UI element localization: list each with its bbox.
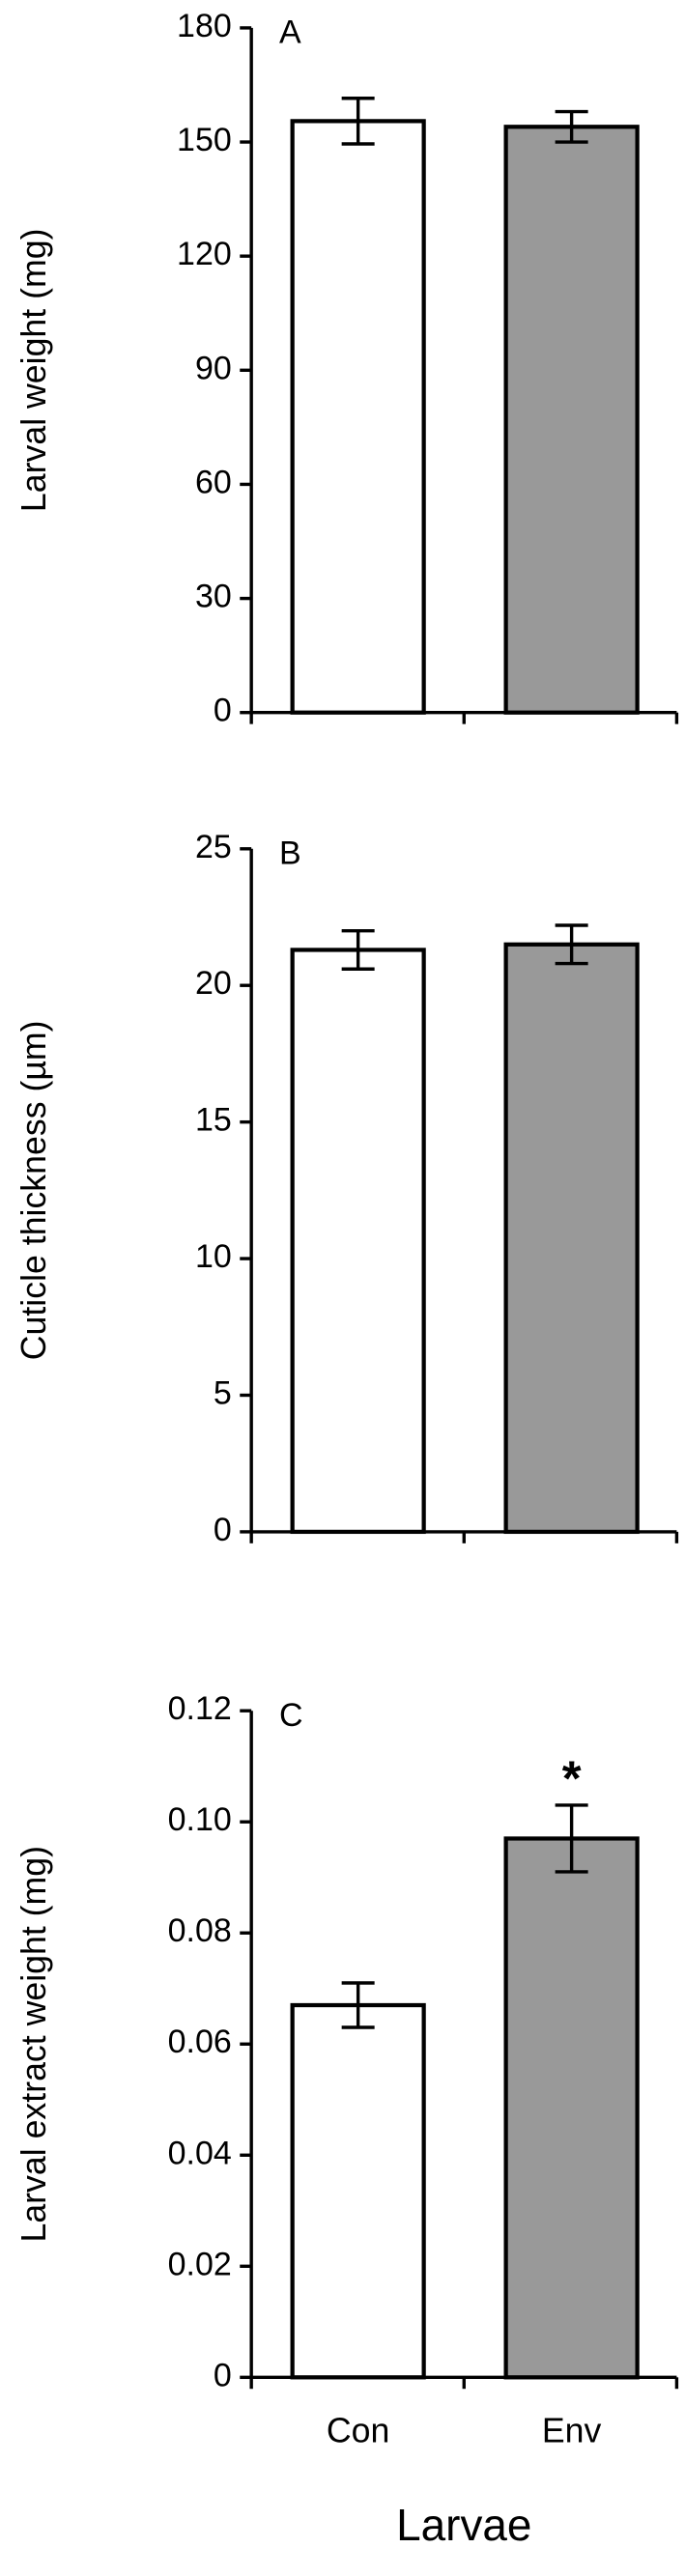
y-tick-label: 150 <box>177 122 232 158</box>
y-axis-label: Cuticle thickness (µm) <box>14 1020 53 1360</box>
y-tick-label: 0.04 <box>168 2135 232 2171</box>
x-tick-label: Env <box>542 2412 602 2450</box>
y-axis-label: Larval weight (mg) <box>14 229 53 513</box>
y-tick-label: 0 <box>214 1512 232 1548</box>
y-tick-label: 5 <box>214 1374 232 1411</box>
panel-letter: C <box>279 1697 303 1734</box>
y-axis-label: Larval extract weight (mg) <box>14 1846 53 2243</box>
y-tick-label: 0 <box>214 693 232 729</box>
x-tick-label: Con <box>327 2412 389 2450</box>
y-tick-label: 0.08 <box>168 1912 232 1949</box>
y-tick-label: 90 <box>195 350 232 386</box>
bar <box>290 119 426 715</box>
y-tick-label: 20 <box>195 965 232 1002</box>
bar <box>290 948 426 1535</box>
bar <box>503 942 640 1535</box>
y-tick-label: 120 <box>177 236 232 272</box>
y-tick-label: 60 <box>195 464 232 500</box>
bar <box>503 125 640 715</box>
panel-letter: B <box>279 835 301 872</box>
panel-letter: A <box>279 14 301 51</box>
y-tick-label: 180 <box>177 8 232 44</box>
y-tick-label: 10 <box>195 1238 232 1275</box>
y-tick-label: 0.12 <box>168 1690 232 1727</box>
y-tick-label: 0.06 <box>168 2024 232 2060</box>
bar <box>290 2002 426 2380</box>
bar <box>503 1836 640 2380</box>
y-tick-label: 25 <box>195 829 232 865</box>
y-tick-label: 0.10 <box>168 1801 232 1838</box>
x-axis-label: Larvae <box>396 2500 531 2550</box>
significance-marker: * <box>562 1751 582 1806</box>
y-tick-label: 15 <box>195 1102 232 1139</box>
y-tick-label: 30 <box>195 579 232 615</box>
y-tick-label: 0 <box>214 2357 232 2393</box>
y-tick-label: 0.02 <box>168 2246 232 2282</box>
